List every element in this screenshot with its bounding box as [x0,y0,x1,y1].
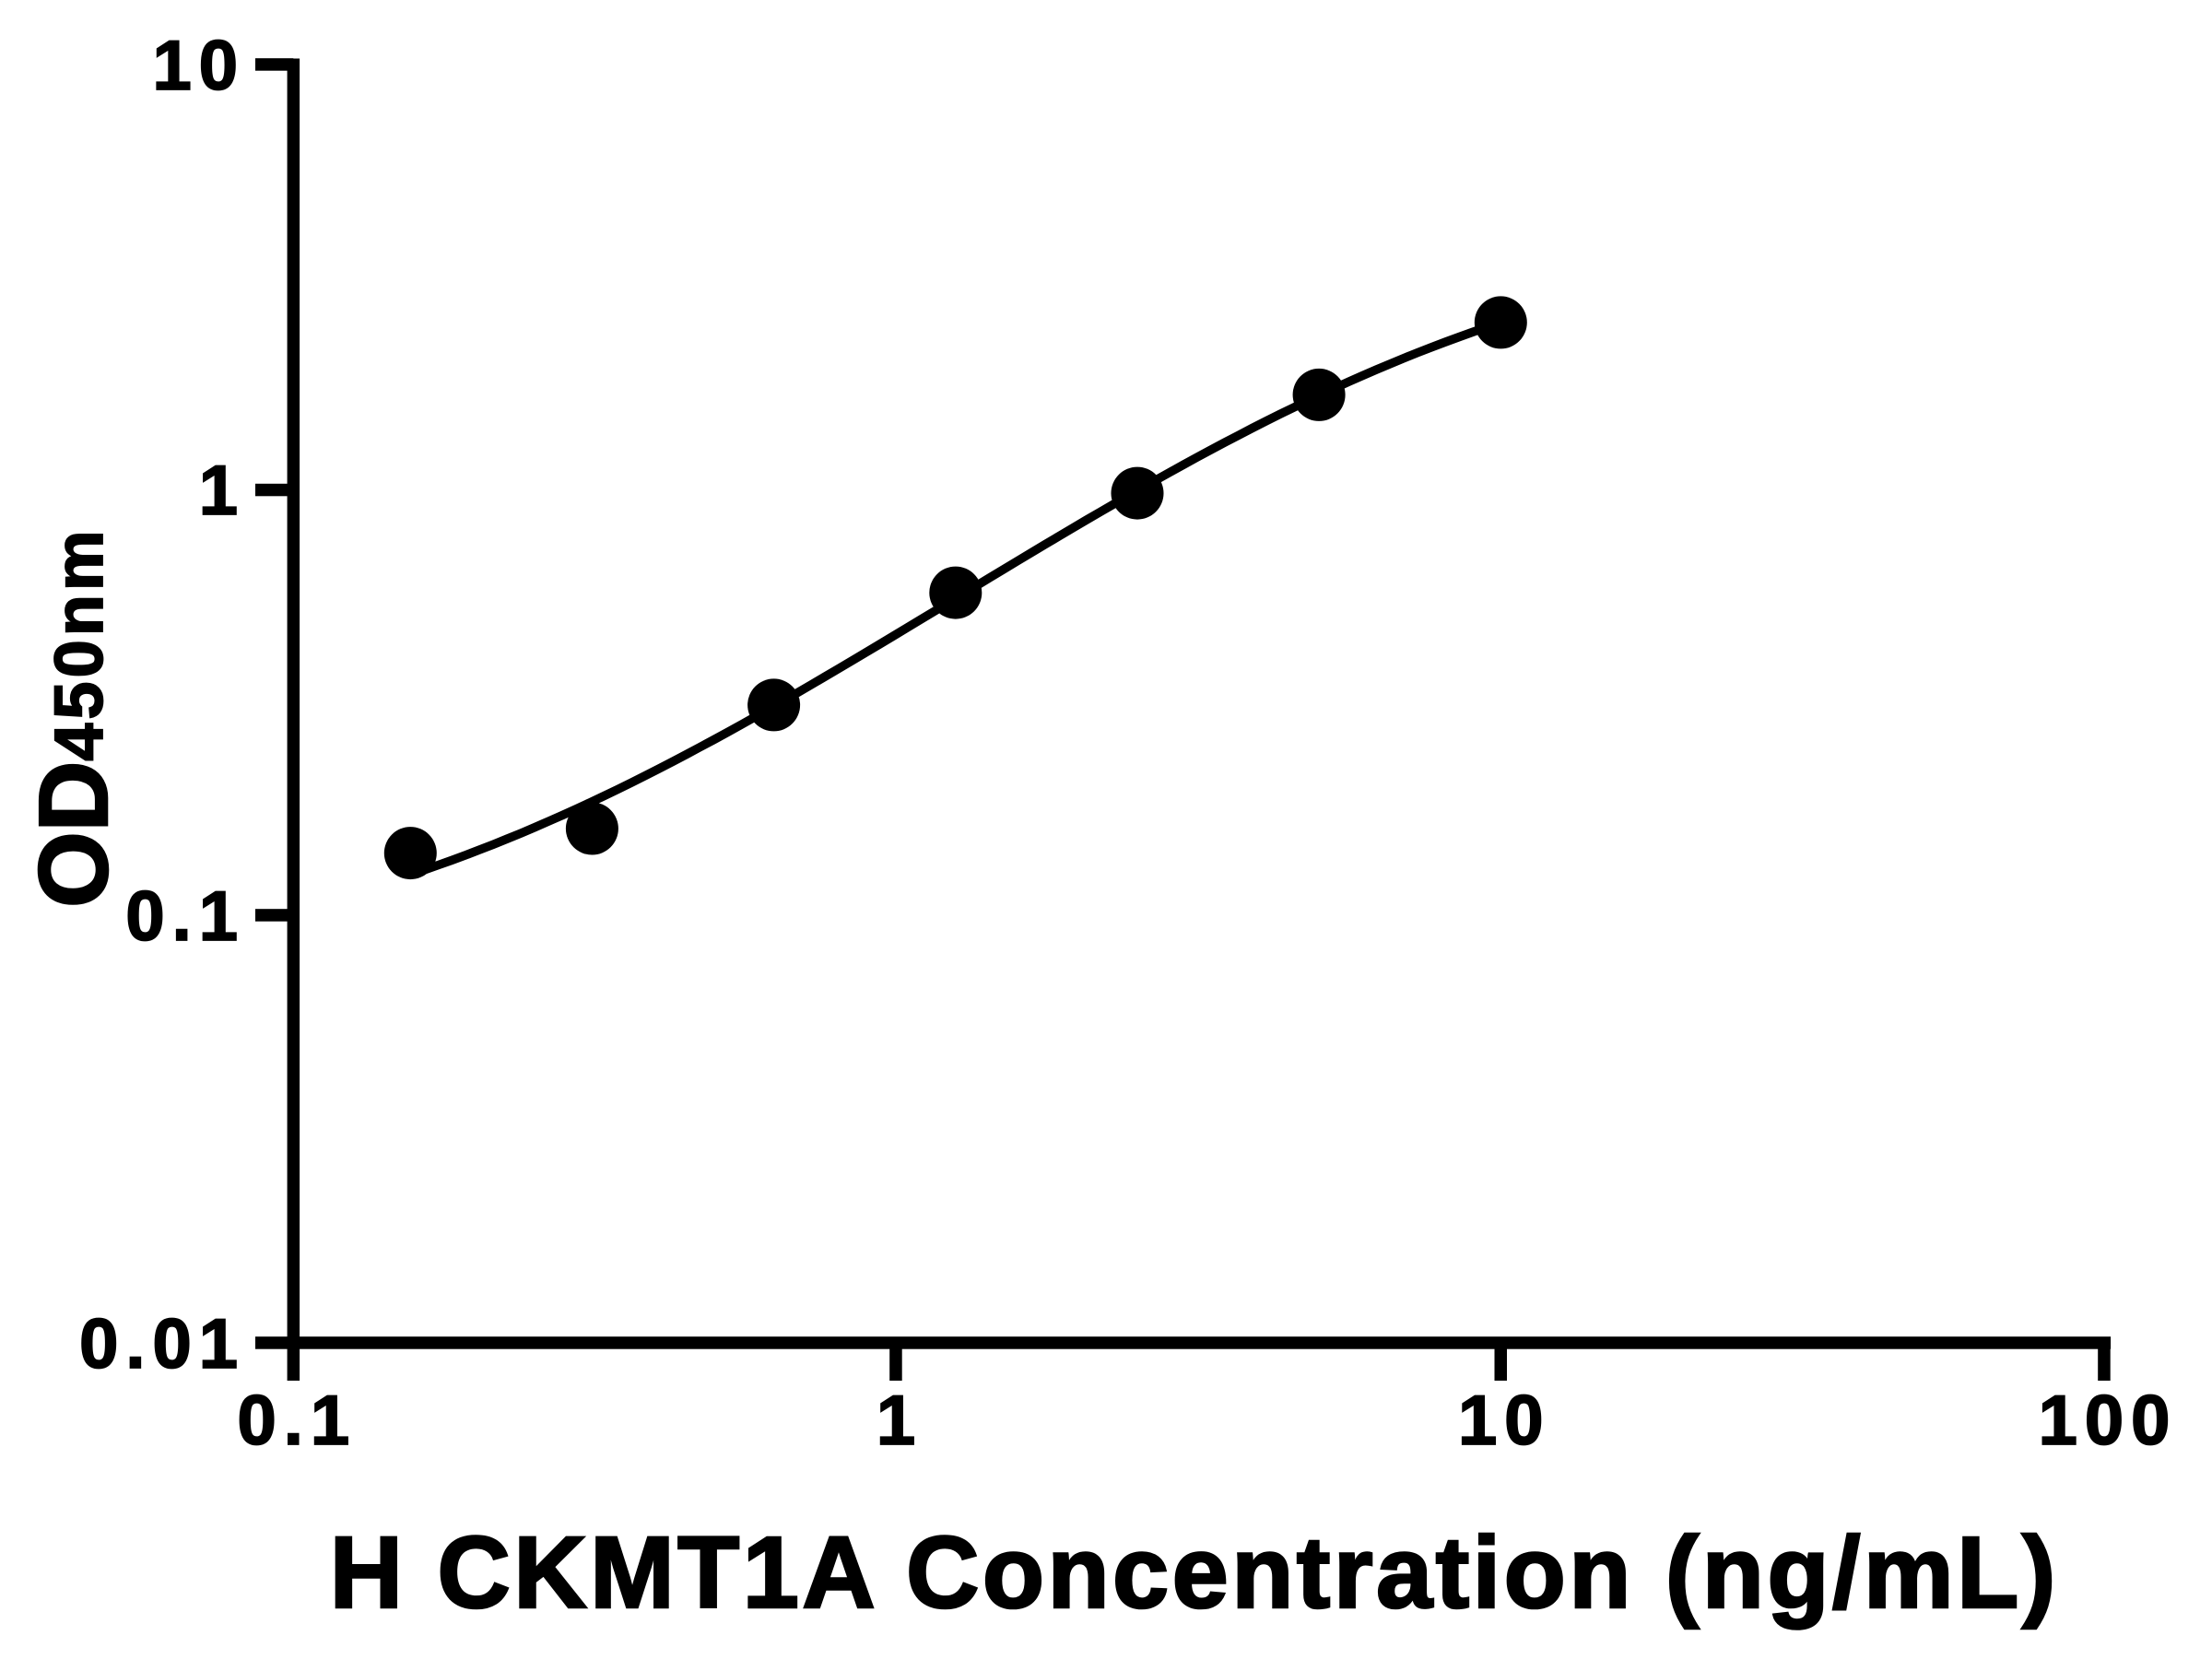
svg-text:1: 1 [877,1382,923,1460]
svg-text:10: 10 [152,27,245,105]
svg-text:0.1: 0.1 [125,877,245,956]
svg-text:100: 100 [2039,1382,2178,1460]
svg-text:1: 1 [199,452,245,530]
svg-text:0.01: 0.01 [79,1305,245,1383]
svg-text:10: 10 [1458,1382,1551,1460]
svg-text:0.1: 0.1 [237,1382,357,1460]
svg-text:H CKMT1A Concentration (ng/mL): H CKMT1A Concentration (ng/mL) [330,1516,2059,1630]
